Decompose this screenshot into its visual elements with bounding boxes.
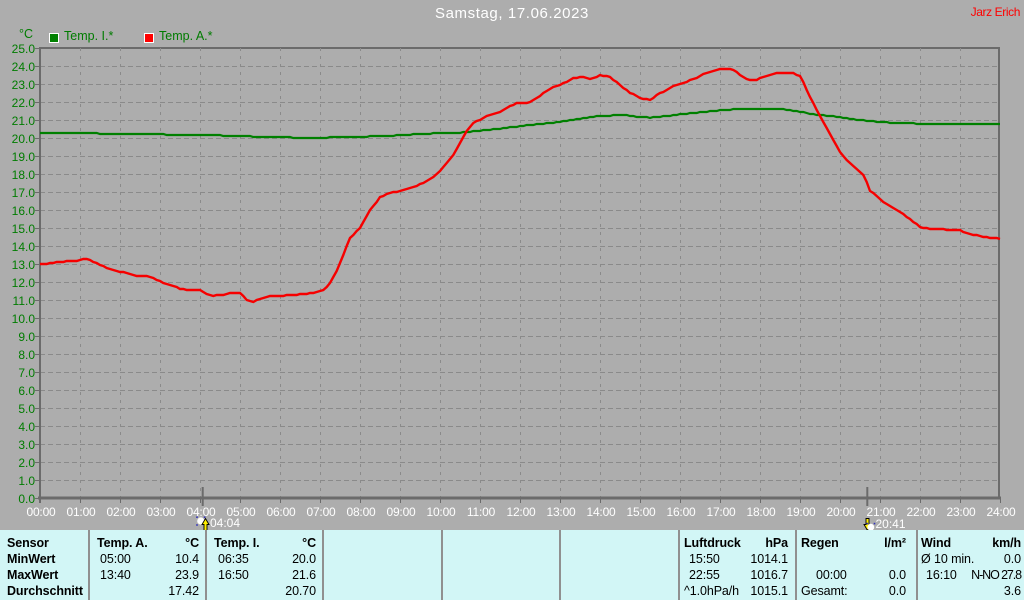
- svg-text:16:00: 16:00: [666, 505, 696, 519]
- svg-text:14.0: 14.0: [12, 240, 36, 254]
- svg-text:14:00: 14:00: [586, 505, 616, 519]
- svg-text:04:04: 04:04: [210, 516, 240, 530]
- svg-text:15:00: 15:00: [626, 505, 656, 519]
- svg-text:7.0: 7.0: [18, 366, 35, 380]
- svg-text:24.0: 24.0: [12, 60, 36, 74]
- svg-text:22:00: 22:00: [906, 505, 936, 519]
- svg-text:16.0: 16.0: [12, 204, 36, 218]
- svg-text:1.0: 1.0: [18, 474, 35, 488]
- svg-text:20:00: 20:00: [826, 505, 856, 519]
- svg-text:0.0: 0.0: [18, 492, 35, 506]
- svg-text:9.0: 9.0: [18, 330, 35, 344]
- svg-text:18:00: 18:00: [746, 505, 776, 519]
- svg-text:08:00: 08:00: [346, 505, 376, 519]
- svg-text:12:00: 12:00: [506, 505, 536, 519]
- svg-text:15.0: 15.0: [12, 222, 36, 236]
- svg-text:13:00: 13:00: [546, 505, 576, 519]
- svg-text:21.0: 21.0: [12, 114, 36, 128]
- svg-text:19.0: 19.0: [12, 150, 36, 164]
- svg-text:6.0: 6.0: [18, 384, 35, 398]
- svg-text:10.0: 10.0: [12, 312, 36, 326]
- svg-text:07:00: 07:00: [306, 505, 336, 519]
- svg-text:17:00: 17:00: [706, 505, 736, 519]
- svg-text:01:00: 01:00: [66, 505, 96, 519]
- svg-text:13.0: 13.0: [12, 258, 36, 272]
- svg-text:00:00: 00:00: [26, 505, 56, 519]
- svg-text:12.0: 12.0: [12, 276, 36, 290]
- svg-text:21:00: 21:00: [866, 505, 896, 519]
- svg-text:23.0: 23.0: [12, 78, 36, 92]
- svg-text:09:00: 09:00: [386, 505, 416, 519]
- svg-text:17.0: 17.0: [12, 186, 36, 200]
- svg-text:06:00: 06:00: [266, 505, 296, 519]
- svg-text:3.0: 3.0: [18, 438, 35, 452]
- svg-text:02:00: 02:00: [106, 505, 136, 519]
- svg-text:20:41: 20:41: [876, 517, 906, 531]
- svg-text:22.0: 22.0: [12, 96, 36, 110]
- svg-text:19:00: 19:00: [786, 505, 816, 519]
- svg-text:25.0: 25.0: [12, 42, 36, 56]
- svg-text:20.0: 20.0: [12, 132, 36, 146]
- svg-text:10:00: 10:00: [426, 505, 456, 519]
- svg-text:11:00: 11:00: [467, 505, 496, 519]
- svg-text:2.0: 2.0: [18, 456, 35, 470]
- svg-text:11.0: 11.0: [13, 294, 36, 308]
- svg-text:05:00: 05:00: [226, 505, 256, 519]
- svg-text:4.0: 4.0: [18, 420, 35, 434]
- svg-text:8.0: 8.0: [18, 348, 35, 362]
- svg-text:23:00: 23:00: [946, 505, 976, 519]
- svg-text:04:00: 04:00: [186, 505, 216, 519]
- svg-text:24:00: 24:00: [986, 505, 1016, 519]
- svg-text:03:00: 03:00: [146, 505, 176, 519]
- svg-text:5.0: 5.0: [18, 402, 35, 416]
- svg-text:18.0: 18.0: [12, 168, 36, 182]
